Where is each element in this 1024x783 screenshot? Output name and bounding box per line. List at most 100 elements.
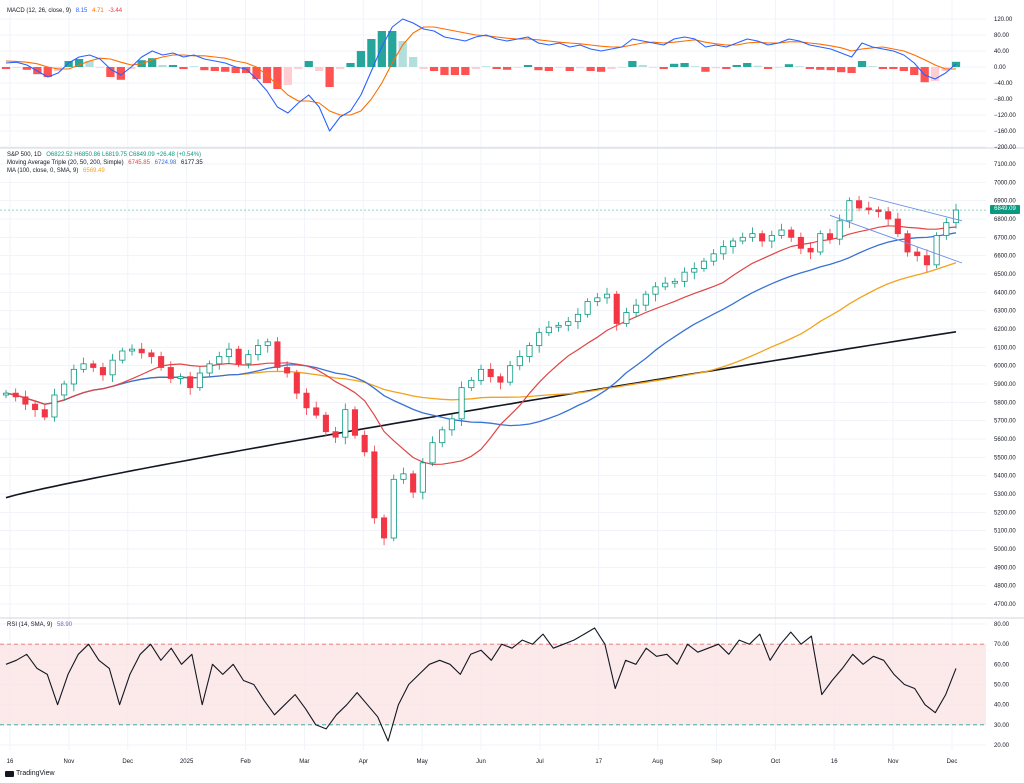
candle-up[interactable] — [943, 222, 950, 236]
candle-down[interactable] — [371, 451, 378, 519]
candle-up[interactable] — [652, 286, 659, 295]
time-tick-label[interactable]: Mar — [299, 759, 309, 765]
channel-line[interactable] — [868, 196, 963, 222]
time-tick-label[interactable]: Nov — [888, 759, 899, 765]
candle-up[interactable] — [642, 293, 649, 306]
candle-down[interactable] — [381, 517, 388, 539]
candle-up[interactable] — [603, 293, 611, 299]
price-panel[interactable] — [0, 195, 988, 546]
candle-down[interactable] — [167, 367, 174, 379]
candle-down[interactable] — [797, 236, 804, 249]
candle-up[interactable] — [545, 326, 552, 334]
candle-up[interactable] — [633, 304, 640, 313]
candle-down[interactable] — [410, 473, 417, 493]
candle-up[interactable] — [128, 348, 136, 352]
macd-legend[interactable]: MACD (12, 26, close, 9) 8.15 4.71 -3.44 — [7, 8, 125, 14]
candle-down[interactable] — [99, 367, 106, 376]
candle-down[interactable] — [351, 409, 359, 436]
candle-up[interactable] — [565, 321, 572, 326]
rsi-legend[interactable]: RSI (14, SMA, 9) 58.90 — [7, 622, 75, 628]
candle-up[interactable] — [400, 473, 407, 480]
candle-up[interactable] — [245, 354, 252, 365]
candle-up[interactable] — [2, 392, 10, 396]
candle-down[interactable] — [894, 218, 901, 235]
candle-up[interactable] — [458, 387, 465, 420]
candle-down[interactable] — [332, 431, 339, 438]
candle-up[interactable] — [255, 345, 262, 356]
candle-up[interactable] — [933, 235, 940, 266]
candle-down[interactable] — [497, 376, 504, 383]
time-axis[interactable]: 16 Nov Dec 2025 Feb Mar Apr May Jun Jul 17 Aug Sep Oc… — [7, 759, 958, 765]
price-legend-line3[interactable]: MA (100, close, 0, SMA, 9) 6569.49 — [7, 168, 108, 174]
candle-down[interactable] — [90, 363, 97, 368]
candle-up[interactable] — [119, 350, 126, 361]
candle-up[interactable] — [177, 376, 184, 379]
candle-up[interactable] — [700, 260, 707, 269]
candle-up[interactable] — [516, 356, 523, 367]
candle-up[interactable] — [70, 368, 77, 385]
candle-up[interactable] — [109, 359, 116, 376]
candle-up[interactable] — [691, 268, 698, 273]
candle-up[interactable] — [952, 209, 960, 224]
candle-down[interactable] — [303, 392, 310, 409]
candle-up[interactable] — [846, 200, 853, 222]
candle-up[interactable] — [536, 332, 543, 346]
candle-down[interactable] — [914, 251, 921, 257]
candle-up[interactable] — [196, 372, 203, 389]
candle-up[interactable] — [710, 253, 717, 262]
candle-up[interactable] — [216, 356, 223, 365]
candle-down[interactable] — [148, 352, 155, 357]
candle-down[interactable] — [885, 211, 892, 220]
time-tick-label[interactable]: 2025 — [180, 759, 194, 765]
candle-up[interactable] — [51, 394, 58, 418]
candle-up[interactable] — [594, 297, 601, 302]
price-legend-line2[interactable]: Moving Average Triple (20, 50, 200, Simp… — [7, 160, 206, 166]
candle-down[interactable] — [235, 348, 242, 365]
time-tick-label[interactable]: Apr — [359, 759, 368, 765]
time-tick-label[interactable]: Jun — [476, 759, 486, 765]
candle-up[interactable] — [662, 282, 669, 288]
candle-up[interactable] — [477, 368, 485, 381]
macd-panel[interactable] — [1, 18, 961, 132]
candle-down[interactable] — [138, 348, 145, 354]
candle-down[interactable] — [361, 434, 368, 453]
time-tick-label[interactable]: Aug — [652, 759, 663, 765]
rsi-panel[interactable] — [0, 627, 986, 742]
candle-up[interactable] — [419, 462, 426, 493]
candle-up[interactable] — [749, 233, 756, 238]
time-tick-label[interactable]: Oct — [771, 759, 781, 765]
candle-up[interactable] — [439, 429, 446, 444]
candle-up[interactable] — [507, 365, 514, 383]
time-tick-label[interactable]: May — [416, 759, 427, 765]
candle-down[interactable] — [487, 368, 494, 378]
candle-up[interactable] — [778, 229, 785, 236]
candle-down[interactable] — [158, 356, 165, 368]
candle-up[interactable] — [429, 442, 436, 464]
candle-up[interactable] — [80, 363, 87, 370]
candle-up[interactable] — [526, 345, 533, 357]
time-tick-label[interactable]: Dec — [947, 759, 958, 765]
candle-up[interactable] — [720, 246, 727, 255]
candle-down[interactable] — [322, 414, 329, 433]
candle-up[interactable] — [468, 379, 475, 389]
candle-up[interactable] — [61, 383, 68, 396]
candle-down[interactable] — [788, 229, 795, 238]
time-tick-label[interactable]: Dec — [122, 759, 133, 765]
channel-line[interactable] — [829, 214, 963, 264]
time-tick-label[interactable]: 16 — [7, 759, 14, 765]
candle-down[interactable] — [12, 392, 19, 398]
candle-down[interactable] — [41, 409, 48, 418]
candle-down[interactable] — [613, 293, 620, 324]
candle-up[interactable] — [555, 324, 562, 328]
candle-up[interactable] — [623, 312, 630, 324]
candle-down[interactable] — [313, 407, 320, 416]
candle-up[interactable] — [342, 409, 349, 438]
candle-up[interactable] — [264, 341, 271, 346]
price-legend-line1[interactable]: S&P 500, 1D O6822.52 H6850.86 L6819.75 C… — [7, 152, 204, 158]
candle-down[interactable] — [759, 233, 766, 242]
time-tick-label[interactable]: Feb — [240, 759, 251, 765]
candle-down[interactable] — [923, 255, 930, 266]
candle-down[interactable] — [826, 233, 834, 240]
candle-up[interactable] — [817, 233, 824, 253]
